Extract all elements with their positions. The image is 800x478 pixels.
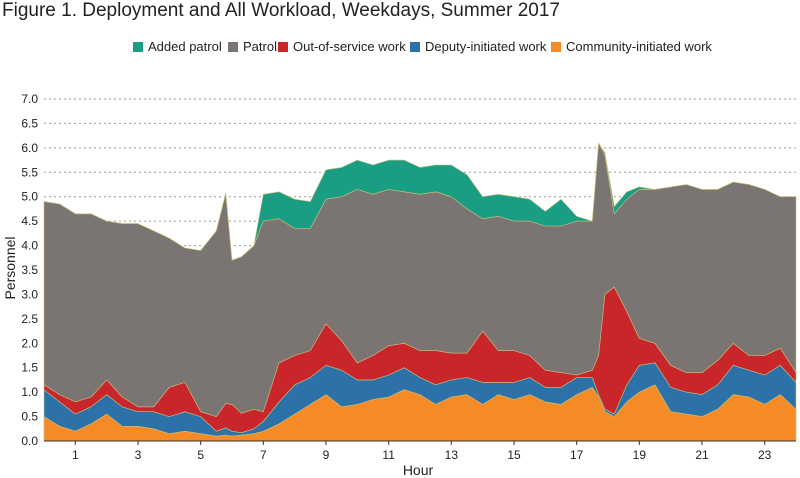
legend-item-added-patrol: Added patrol: [133, 39, 222, 54]
y-tick-label: 0.5: [21, 410, 38, 424]
legend-swatch-patrol: [228, 41, 238, 52]
x-tick-label: 5: [197, 448, 204, 462]
chart-legend: Added patrol Patrol Out-of-service work …: [0, 39, 800, 59]
x-tick-label: 17: [570, 448, 584, 462]
y-tick-label: 3.0: [21, 287, 38, 301]
legend-swatch-deputy-initiated: [410, 41, 420, 52]
x-tick-label: 11: [382, 448, 395, 462]
y-tick-label: 7.0: [21, 92, 38, 106]
x-tick-label: 7: [260, 448, 267, 462]
y-tick-label: 6.0: [21, 141, 38, 155]
x-tick-label: 13: [445, 448, 459, 462]
legend-label-out-of-service: Out-of-service work: [293, 39, 406, 54]
area-added-patrol: [43, 142, 797, 261]
y-tick-label: 1.5: [21, 361, 38, 375]
legend-label-community-initiated: Community-initiated work: [566, 39, 712, 54]
x-tick-label: 15: [507, 448, 521, 462]
area-series: [43, 142, 797, 442]
legend-swatch-out-of-service: [278, 41, 288, 52]
y-tick-label: 5.5: [21, 165, 38, 179]
x-tick-label: 1: [72, 448, 79, 462]
legend-item-patrol: Patrol: [228, 39, 277, 54]
y-tick-label: 2.5: [21, 312, 38, 326]
x-tick-label: 9: [323, 448, 330, 462]
legend-swatch-community-initiated: [551, 41, 561, 52]
legend-label-added-patrol: Added patrol: [148, 39, 222, 54]
legend-item-deputy-initiated: Deputy-initiated work: [410, 39, 546, 54]
axes: 0.0 0.5 1.0 1.5 2.0 2.5 3.0 3.5 4.0 4.5 5.0 5.5 6.0 6…: [21, 92, 796, 462]
legend-item-community-initiated: Community-initiated work: [551, 39, 712, 54]
y-tick-label: 4.5: [21, 214, 38, 228]
chart-title: Figure 1. Deployment and All Workload, W…: [2, 0, 560, 21]
x-tick-label: 23: [758, 448, 772, 462]
legend-label-deputy-initiated: Deputy-initiated work: [425, 39, 547, 54]
legend-item-out-of-service: Out-of-service work: [278, 39, 406, 54]
x-tick-label: 21: [695, 448, 709, 462]
y-tick-label: 1.0: [21, 385, 38, 399]
y-tick-label: 2.0: [21, 336, 38, 350]
y-tick-label: 5.0: [21, 190, 38, 204]
x-axis-label: Hour: [403, 462, 434, 478]
legend-label-patrol: Patrol: [243, 39, 277, 54]
legend-swatch-added-patrol: [133, 41, 143, 52]
y-tick-label: 4.0: [21, 239, 38, 253]
x-tick-label: 19: [633, 448, 647, 462]
y-axis-label: Personnel: [2, 236, 18, 299]
x-tick-label: 3: [135, 448, 142, 462]
y-tick-label: 0.0: [21, 434, 38, 448]
y-tick-label: 6.5: [21, 116, 38, 130]
y-tick-label: 3.5: [21, 263, 38, 277]
